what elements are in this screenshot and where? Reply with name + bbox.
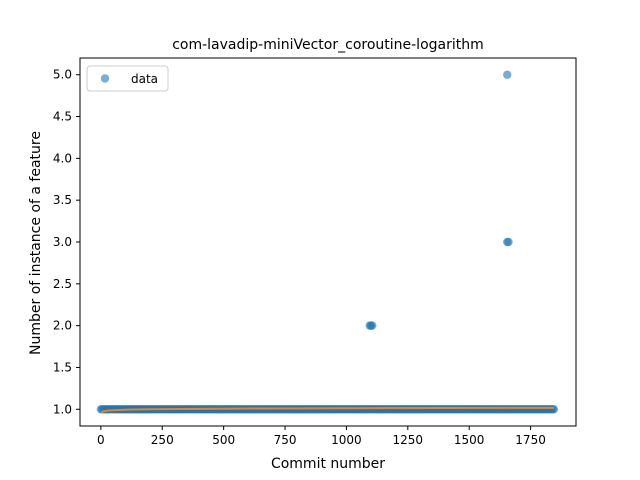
fit-line: [100, 406, 554, 414]
legend-label: data: [131, 72, 158, 86]
y-tick-label: 4.0: [53, 151, 72, 165]
y-tick-label: 3.0: [53, 235, 72, 249]
y-tick-label: 1.0: [53, 402, 72, 416]
data-point-outlier: [504, 237, 513, 247]
y-tick-label: 2.0: [53, 319, 72, 333]
x-tick-label: 1250: [393, 433, 424, 447]
legend-box: [86, 65, 169, 92]
y-tick-label: 2.5: [53, 277, 72, 291]
data-point: [549, 405, 559, 414]
y-axis-label: Number of instance of a feature: [28, 131, 44, 355]
data-point-outlier: [367, 321, 377, 330]
x-axis-label: Commit number: [271, 456, 385, 472]
x-tick-label: 750: [274, 433, 297, 447]
y-tick-label: 1.5: [53, 360, 72, 374]
chart-title: com-lavadip-miniVector_coroutine-logarit…: [172, 37, 484, 53]
x-tick-label: 250: [151, 433, 174, 447]
data-point-outlier: [503, 70, 512, 79]
x-tick-label: 0: [97, 433, 105, 447]
x-tick-label: 1000: [331, 433, 362, 447]
y-tick-label: 3.5: [53, 193, 72, 207]
x-tick-label: 500: [212, 433, 235, 447]
y-tick-label: 5.0: [53, 68, 72, 82]
legend: data: [86, 65, 169, 92]
legend-marker: [100, 74, 110, 83]
x-tick-label: 1500: [454, 433, 485, 447]
axes: 0 250 500 750 1000 1250 1500 1750 1.0 1.5 2.0 2.5 3.…: [53, 68, 546, 447]
y-tick-label: 4.5: [53, 110, 72, 124]
x-tick-label: 1750: [515, 433, 546, 447]
plot-marks: [96, 70, 559, 414]
